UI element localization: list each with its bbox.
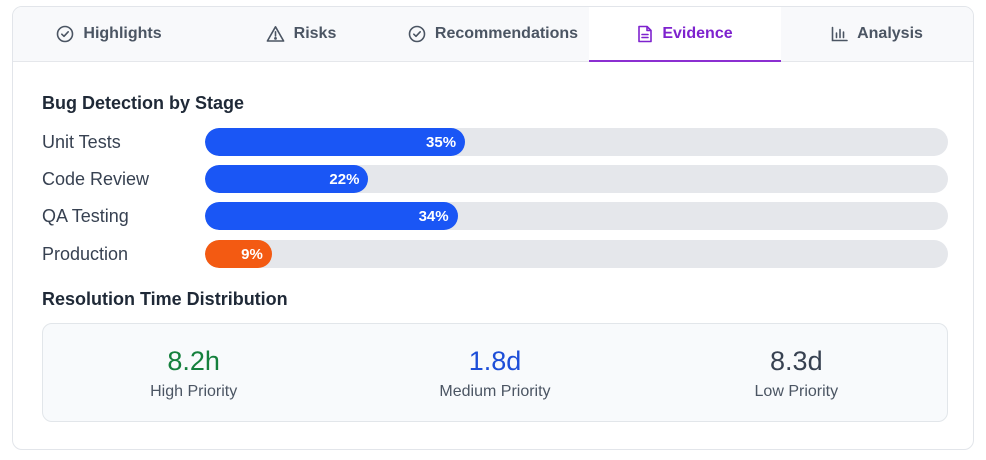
stage-value-label: 22% [329, 170, 360, 188]
stage-value-label: 9% [241, 245, 263, 263]
stage-bar-fill: 35% [205, 128, 466, 156]
stat-label: High Priority [150, 382, 238, 400]
tab-evidence[interactable]: Evidence [589, 7, 781, 62]
stage-label: Code Review [42, 168, 150, 189]
stat-high-priority: 8.2h High Priority [43, 324, 344, 421]
stage-row: Production 9% [42, 240, 948, 268]
stage-row: Unit Tests 35% [42, 128, 948, 156]
document-icon [637, 25, 653, 43]
stage-bar-track: 34% [205, 202, 948, 230]
stat-label: Low Priority [754, 382, 839, 400]
stage-bar-fill: 22% [205, 165, 369, 193]
stage-bar-track: 9% [205, 240, 948, 268]
tab-risks[interactable]: Risks [205, 7, 397, 61]
tab-label: Evidence [662, 25, 733, 42]
tab-analysis[interactable]: Analysis [781, 7, 973, 61]
stage-value-label: 35% [426, 133, 457, 151]
tab-highlights[interactable]: Highlights [13, 7, 205, 61]
evidence-card: Highlights Risks Recommendations [12, 6, 974, 450]
stage-value-label: 34% [418, 207, 449, 225]
stage-label: Unit Tests [42, 131, 121, 152]
tab-label: Recommendations [434, 25, 579, 42]
stage-bar-track: 35% [205, 128, 948, 156]
stat-value: 8.3d [770, 345, 823, 376]
stat-low-priority: 8.3d Low Priority [646, 324, 947, 421]
resolution-title: Resolution Time Distribution [42, 289, 288, 309]
stage-row: Code Review 22% [42, 165, 948, 193]
tab-label: Risks [293, 25, 337, 42]
stage-label: Production [42, 243, 129, 264]
warning-triangle-icon [266, 25, 285, 43]
bar-chart-icon [831, 26, 848, 42]
tab-label: Highlights [83, 25, 162, 42]
stage-bar-fill: 9% [205, 240, 272, 268]
resolution-stats: 8.2h High Priority 1.8d Medium Priority … [42, 323, 948, 422]
check-circle-icon [408, 25, 426, 43]
stat-value: 8.2h [167, 345, 220, 376]
stage-label: QA Testing [42, 205, 129, 226]
stage-bar-track: 22% [205, 165, 948, 193]
stage-bar-fill: 34% [205, 202, 458, 230]
tab-recommendations[interactable]: Recommendations [397, 7, 589, 61]
stat-medium-priority: 1.8d Medium Priority [344, 324, 645, 421]
bug-detection-title: Bug Detection by Stage [42, 93, 245, 113]
tab-bar: Highlights Risks Recommendations [13, 7, 973, 62]
stat-label: Medium Priority [439, 382, 551, 400]
tab-label: Analysis [857, 25, 923, 42]
check-circle-icon [56, 25, 74, 43]
stage-row: QA Testing 34% [42, 202, 948, 230]
stat-value: 1.8d [468, 345, 522, 376]
